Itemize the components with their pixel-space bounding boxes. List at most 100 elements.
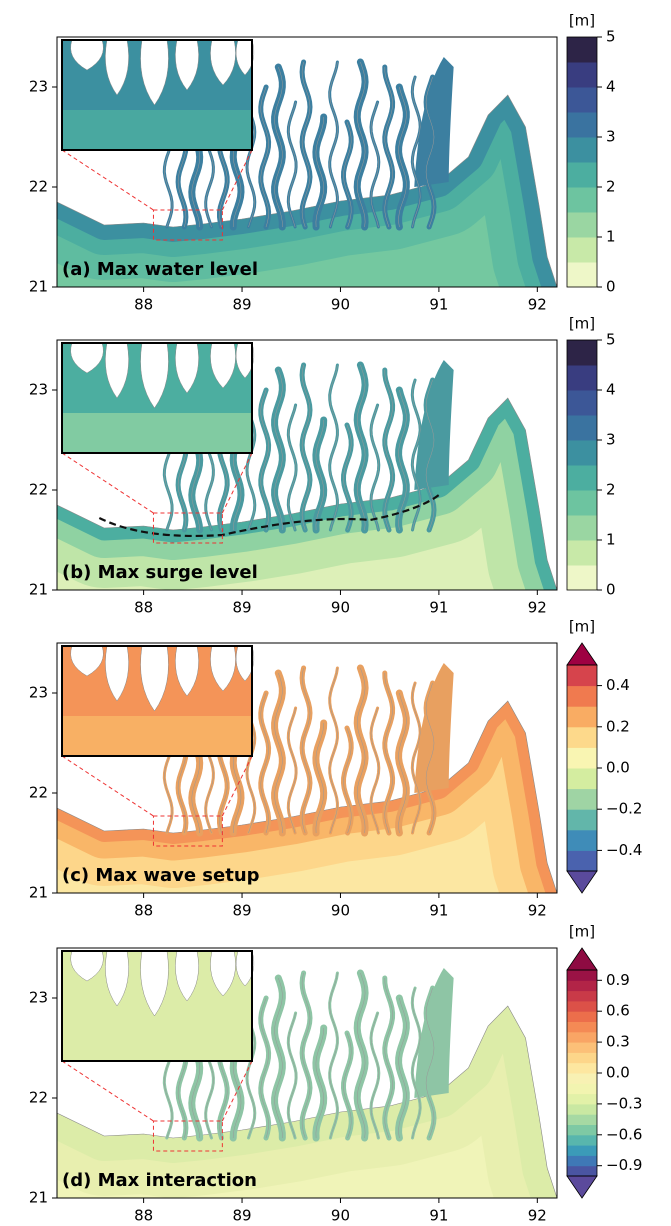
colorbar-extend-low (566, 1175, 598, 1199)
colorbar-tick-label: 0.0 (606, 759, 630, 777)
zoom-box (152, 1120, 223, 1152)
colorbar-band (567, 365, 597, 391)
colorbar-band (567, 490, 597, 516)
colorbar-band (567, 768, 597, 790)
colorbar-tick-label: −0.3 (606, 1094, 642, 1112)
y-tick-label: 21 (29, 1189, 48, 1207)
colorbar-tick-label: 0.4 (606, 676, 630, 694)
river-bank (315, 116, 324, 228)
colorbar-tick-label: 0.9 (606, 971, 630, 989)
x-tick-label: 89 (232, 599, 251, 617)
inset-island (140, 950, 169, 1017)
inset-frame (61, 645, 253, 757)
river-bank (329, 364, 338, 531)
colorbar-tick-label: 0 (606, 278, 616, 296)
colorbar-band (567, 1062, 597, 1074)
colorbar-band (567, 440, 597, 466)
inset-island (210, 950, 236, 997)
colorbar-tick-label: 1 (606, 531, 616, 549)
river-bank (288, 101, 297, 228)
colorbar-tick-label: 0 (606, 581, 616, 599)
river-bank (356, 61, 366, 228)
colorbar-band (567, 1011, 597, 1022)
colorbar-extend-high (566, 947, 598, 971)
river-bank (315, 722, 324, 834)
colorbar-tick-label: 4 (606, 78, 616, 96)
river-bank (370, 707, 380, 834)
zoom-connector (61, 1060, 154, 1122)
colorbar-tick-label: 2 (606, 178, 616, 196)
colorbar-band (567, 415, 597, 441)
river-bank (356, 667, 366, 834)
colorbar-band (567, 809, 597, 831)
colorbar-extend-low (566, 870, 598, 894)
river-bank (288, 1012, 297, 1139)
colorbar-tick-label: 3 (606, 128, 616, 146)
estuary (414, 57, 454, 187)
river-bank (301, 667, 311, 834)
zoom-connector (61, 149, 154, 211)
river-bank (260, 692, 269, 834)
river-bank (343, 121, 352, 228)
colorbar-band (567, 1052, 597, 1064)
y-tick-label: 21 (29, 581, 48, 599)
inset-island (140, 342, 169, 409)
colorbar-band (567, 980, 597, 992)
colorbar-frame (566, 339, 598, 591)
inset-island (105, 950, 129, 1007)
colorbar-tick-label: 1 (606, 228, 616, 246)
river-bank (384, 672, 393, 834)
colorbar-band (567, 62, 597, 88)
inset-frame (61, 342, 253, 454)
colorbar-tick-label: −0.2 (606, 800, 642, 818)
colorbar-tick-label: 5 (606, 28, 616, 46)
colorbar-band (567, 706, 597, 728)
colorbar-tick-label: 4 (606, 381, 616, 399)
inset-frame (61, 39, 253, 151)
zoom-box (152, 815, 223, 847)
colorbar-band (567, 1103, 597, 1115)
inset-island (175, 645, 199, 697)
zoom-connector (61, 452, 154, 514)
river-bank (412, 379, 421, 531)
panel-label: (d) Max interaction (62, 1170, 257, 1191)
colorbar-band (567, 726, 597, 748)
map (57, 37, 557, 287)
axes-frame (56, 339, 558, 591)
inset-island (140, 39, 169, 106)
river-bank (398, 692, 407, 834)
x-tick-label: 91 (429, 296, 448, 314)
x-tick-label: 88 (134, 296, 153, 314)
inset-island (105, 645, 129, 702)
colorbar-tick-label: 0.2 (606, 717, 630, 735)
colorbar-band (567, 1042, 597, 1053)
colorbar-band (567, 1093, 597, 1105)
colorbar-band (567, 237, 597, 263)
y-tick-label: 23 (29, 78, 48, 96)
colorbar-band (567, 1021, 597, 1033)
inset-island (140, 645, 169, 712)
inset-island (210, 39, 236, 86)
river-bank (398, 389, 407, 531)
colorbar-band (567, 1073, 597, 1084)
river-bank (329, 61, 338, 228)
surge-line (98, 494, 440, 538)
river-bank (329, 972, 338, 1139)
colorbar-band (567, 685, 597, 707)
colorbar-band (567, 1155, 597, 1167)
colorbar-frame (566, 36, 598, 288)
x-tick-label: 91 (429, 599, 448, 617)
inset-island (210, 342, 236, 389)
x-tick-label: 91 (429, 1207, 448, 1225)
x-tick-label: 88 (134, 902, 153, 920)
x-tick-label: 92 (528, 599, 547, 617)
river-bank (343, 1032, 352, 1139)
river-bank (425, 379, 435, 531)
river-bank (384, 977, 393, 1139)
x-tick-label: 89 (232, 902, 251, 920)
inset-island (210, 645, 236, 692)
colorbar-tick-label: 0.0 (606, 1064, 630, 1082)
zoom-box (152, 512, 223, 544)
